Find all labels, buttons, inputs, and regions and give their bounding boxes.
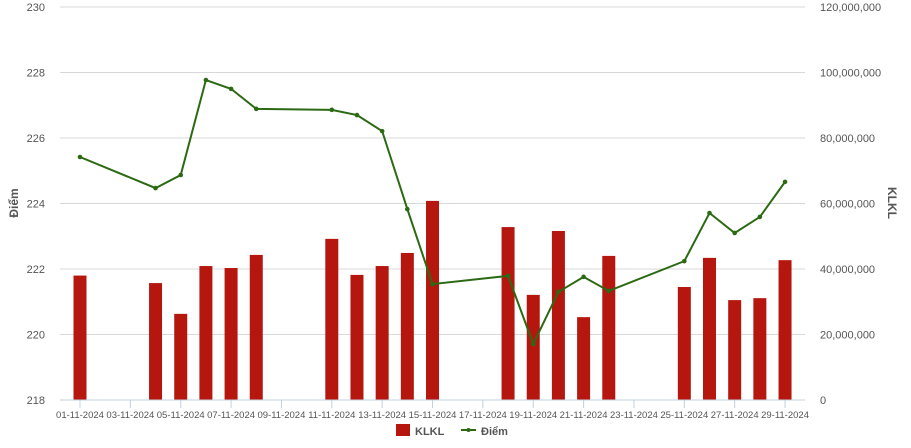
line-point <box>203 77 209 83</box>
x-tick-label: 13-11-2024 <box>358 410 406 421</box>
left-tick-label: 226 <box>27 133 45 145</box>
x-tick-label: 11-11-2024 <box>308 410 355 421</box>
legend: KLKL Điểm <box>396 424 508 438</box>
line-point <box>430 281 435 287</box>
line-point <box>707 210 712 216</box>
x-tick-label: 03-11-2024 <box>106 410 154 421</box>
x-tick-label: 27-11-2024 <box>711 410 759 421</box>
bar <box>551 231 565 400</box>
x-tick-label: 09-11-2024 <box>257 410 305 421</box>
line-series-diem <box>77 77 788 347</box>
bar <box>400 252 414 400</box>
right-axis-label: KLKL <box>885 187 899 219</box>
line-point <box>505 273 511 279</box>
x-tick-label: 17-11-2024 <box>459 410 507 421</box>
line-point <box>379 128 385 134</box>
left-tick-label: 220 <box>27 330 45 342</box>
bar <box>728 300 742 400</box>
legend-swatch-klkl[interactable] <box>396 424 410 436</box>
legend-label-klkl[interactable]: KLKL <box>415 426 445 438</box>
line-point <box>782 179 788 185</box>
right-tick-label: 20,000,000 <box>820 330 875 342</box>
right-tick-label: 0 <box>820 395 826 407</box>
line-point <box>682 258 687 264</box>
bar <box>149 283 163 400</box>
line-point <box>178 172 184 178</box>
x-tick-label: 01-11-2024 <box>56 410 104 421</box>
x-tick-label: 15-11-2024 <box>409 410 457 421</box>
legend-label-diem[interactable]: Điểm <box>481 426 508 438</box>
bar <box>375 266 389 400</box>
x-tick-label: 25-11-2024 <box>660 410 708 421</box>
line-point <box>556 289 561 295</box>
left-tick-label: 224 <box>27 199 45 211</box>
bar <box>778 260 792 400</box>
bar <box>501 227 515 400</box>
line-point <box>228 86 234 92</box>
right-tick-label: 80,000,000 <box>820 133 875 145</box>
left-tick-label: 222 <box>27 264 45 276</box>
bar <box>602 255 616 400</box>
line-point <box>732 230 737 236</box>
right-tick-label: 60,000,000 <box>820 199 875 211</box>
axes: 218 0 220 20,000,000 222 40,000,000 224 60,000,… <box>27 2 882 421</box>
x-tick-label: 05-11-2024 <box>157 410 205 421</box>
bar <box>526 294 540 400</box>
left-tick-label: 230 <box>27 2 45 14</box>
line-point <box>530 341 536 347</box>
bar <box>577 317 591 400</box>
x-tick-label: 21-11-2024 <box>560 410 608 421</box>
x-tick-label: 19-11-2024 <box>509 410 557 421</box>
line-point <box>329 107 335 113</box>
legend-marker-diem <box>466 428 471 432</box>
x-tick-label: 07-11-2024 <box>207 410 255 421</box>
line-point <box>405 206 410 212</box>
bar <box>224 268 238 400</box>
bar <box>753 298 767 400</box>
x-tick-label: 29-11-2024 <box>761 410 809 421</box>
bar <box>249 254 263 400</box>
bar <box>677 287 691 400</box>
bar <box>350 274 364 400</box>
line-point <box>757 214 763 220</box>
bar <box>199 266 213 400</box>
x-tick-label: 23-11-2024 <box>610 410 658 421</box>
bar <box>703 257 716 400</box>
line-point <box>581 274 586 280</box>
line-point <box>77 154 83 160</box>
line-point <box>354 112 360 118</box>
left-tick-label: 228 <box>27 68 45 80</box>
bar-series-klkl <box>73 200 792 400</box>
left-axis-label: Điểm <box>7 188 21 217</box>
right-tick-label: 120,000,000 <box>820 2 881 14</box>
right-tick-label: 100,000,000 <box>820 68 881 80</box>
line-point <box>153 185 158 191</box>
bar <box>73 275 87 400</box>
bar <box>325 238 339 400</box>
left-tick-label: 218 <box>27 395 45 407</box>
line-point <box>253 106 259 112</box>
bar <box>426 200 440 400</box>
bar <box>174 313 188 400</box>
line-point <box>606 288 612 294</box>
right-tick-label: 40,000,000 <box>820 264 875 276</box>
